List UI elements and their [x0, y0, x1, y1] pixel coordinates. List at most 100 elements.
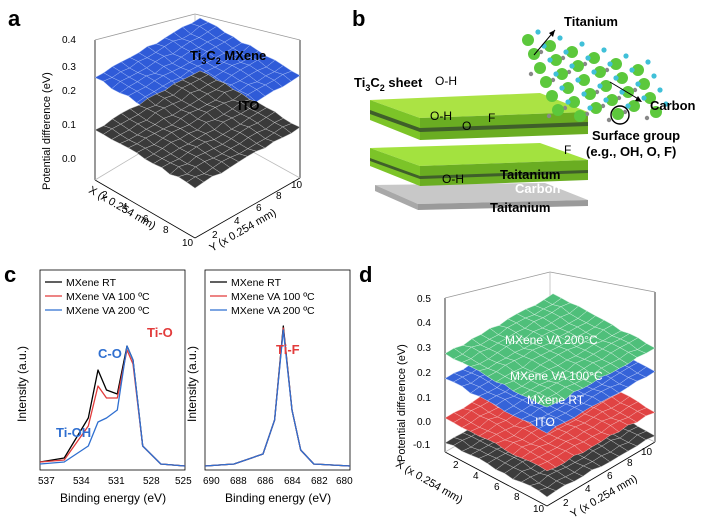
titanium-atom	[635, 81, 641, 87]
carbon-atom	[644, 92, 656, 104]
titanium-atom	[603, 97, 609, 103]
surface-label-ito-a: ITO	[238, 98, 259, 113]
z-tick: 0.1	[62, 120, 76, 131]
x-tick: 10	[182, 238, 194, 249]
panel-b: b Ti3C2 sheet O-H O-H O F F O-H Taitaniu…	[352, 6, 696, 215]
y-tick: 8	[276, 191, 282, 202]
titanium-atom	[553, 71, 559, 77]
y-tick: 6	[607, 471, 613, 482]
y-tick: 10	[291, 180, 303, 191]
titanium-atom	[657, 87, 663, 93]
y-axis-label-a: Y (x 0.254 mm)	[208, 207, 279, 255]
x-tick: 525	[175, 476, 192, 487]
carbon-atom	[572, 60, 584, 72]
titanium-atom	[601, 47, 607, 53]
surface-atom	[528, 71, 534, 77]
carbon-atom	[566, 46, 578, 58]
carbon-atom	[610, 58, 622, 70]
carbon-atom	[588, 52, 600, 64]
titanium-atom	[597, 83, 603, 89]
peak-label-ti-o: Ti-O	[147, 325, 173, 340]
carbon-atom	[612, 108, 624, 120]
group-oh: O-H	[430, 109, 452, 123]
titanium-atom	[535, 29, 541, 35]
y-axis-label-c-right: Intensity (a.u.)	[185, 346, 199, 422]
titanium-atom	[563, 49, 569, 55]
y-tick: 4	[234, 216, 240, 227]
z-tick: 0.5	[417, 294, 431, 305]
group-f: F	[488, 111, 495, 125]
surface-label-va100: MXene VA 100°C	[510, 369, 603, 383]
x-tick: 8	[163, 225, 169, 236]
carbon-atom	[534, 62, 546, 74]
titanium-atom	[591, 69, 597, 75]
spectrum-f1s	[204, 325, 351, 467]
titanium-atom	[625, 103, 631, 109]
x-tick: 690	[203, 476, 220, 487]
z-tick: 0.0	[62, 154, 76, 165]
x-tick: 684	[284, 476, 301, 487]
ito-surface-a	[94, 70, 301, 189]
titanium-atom	[575, 77, 581, 83]
x-tick: 6	[494, 482, 500, 493]
y-tick: 8	[627, 458, 633, 469]
z-ticks-a: 0.0 0.1 0.2 0.3 0.4	[62, 35, 76, 165]
carbon-atom	[650, 106, 662, 118]
ito-surface-cell	[282, 123, 301, 134]
peak-label-ti-oh: Ti-OH	[56, 425, 91, 440]
x-tick: 682	[311, 476, 328, 487]
x-tick: 8	[514, 492, 520, 503]
surface-1-cell	[637, 366, 656, 378]
x-axis-label-c-right: Binding energy (eV)	[225, 491, 331, 505]
titanium-atom	[641, 95, 647, 101]
surfaces-d	[444, 293, 656, 498]
carbon-atom	[638, 78, 650, 90]
y-axis-label-c-left: Intensity (a.u.)	[15, 346, 29, 422]
carbon-atom	[632, 64, 644, 76]
x-tick: 10	[533, 504, 545, 515]
z-tick: 0.3	[417, 343, 431, 354]
carbon-atom	[606, 94, 618, 106]
sheet-label: Ti3C2 sheet	[354, 75, 423, 93]
surface-atom	[644, 115, 650, 121]
z-tick: -0.1	[413, 440, 431, 451]
surface-3-cell	[636, 430, 656, 440]
x-tick: 6	[143, 214, 149, 225]
z-axis-label-a: Potential difference (eV)	[41, 72, 53, 190]
xps-frame-o1s	[39, 269, 186, 471]
y-tick: 4	[585, 484, 591, 495]
carbon-atom	[574, 110, 586, 122]
z-tick: 0.3	[62, 62, 76, 73]
titanium-atom	[663, 101, 669, 107]
layer-label-ti-bottom: Taitanium	[490, 200, 550, 215]
lower-sheet	[370, 143, 588, 166]
titanium-atom	[585, 55, 591, 61]
atom-lattice	[522, 29, 669, 123]
titanium-atom	[557, 35, 563, 41]
y-axis-label-d: Y (x 0.254 mm)	[569, 473, 640, 521]
x-tick: 537	[38, 476, 55, 487]
carbon-atom	[540, 76, 552, 88]
carbon-atom	[550, 54, 562, 66]
carbon-atom	[590, 102, 602, 114]
carbon-atom	[578, 74, 590, 86]
group-o: O	[462, 119, 471, 133]
titanium-atom	[619, 89, 625, 95]
x-tick: 2	[453, 460, 459, 471]
surface-atom	[546, 113, 552, 119]
panel-label-a: a	[8, 6, 21, 31]
x-tick: 531	[108, 476, 125, 487]
titanium-atom	[579, 41, 585, 47]
carbon-atom	[552, 104, 564, 116]
series-line-2	[204, 329, 351, 467]
legend-item: MXene VA 200 ºC	[231, 305, 315, 317]
titanium-atom	[613, 75, 619, 81]
x-ticks-c-left: 537 534 531 528 525	[38, 476, 192, 487]
titanium-atom	[645, 59, 651, 65]
panel-label-c: c	[4, 262, 16, 287]
titanium-atom	[581, 91, 587, 97]
surface-label-va200: MXene VA 200°C	[505, 333, 598, 347]
legend-item: MXene VA 100 ºC	[66, 291, 150, 303]
legend-c-left: MXene RT MXene VA 100 ºC MXene VA 200 ºC	[45, 277, 150, 317]
layer-label-carbon: Carbon	[515, 181, 561, 196]
